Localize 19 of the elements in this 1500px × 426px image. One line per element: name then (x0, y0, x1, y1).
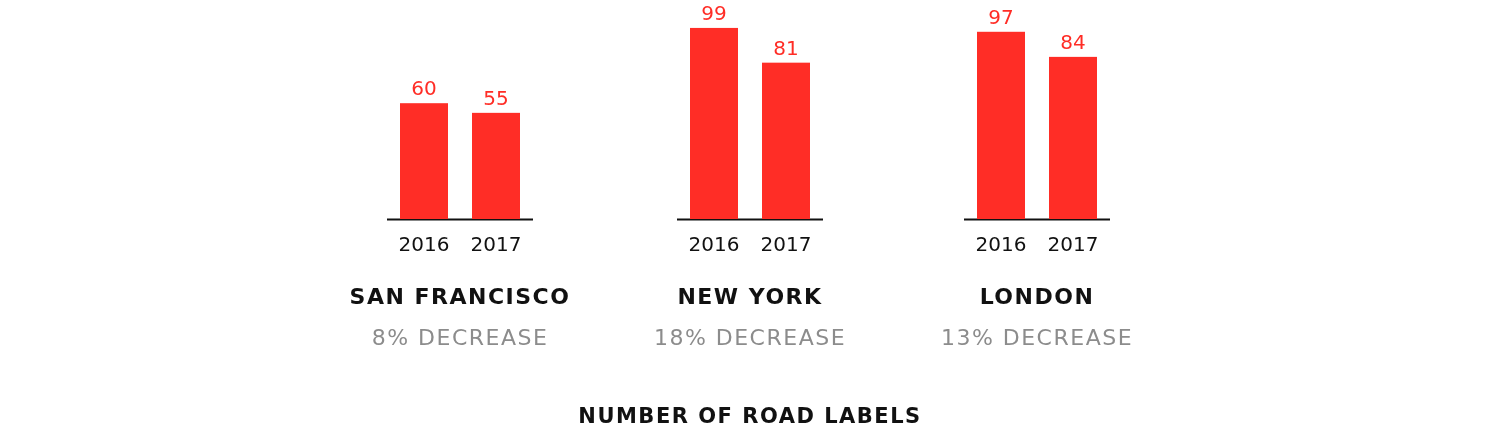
data-label: 81 (773, 35, 799, 60)
x-tick-label: 2017 (1047, 232, 1099, 256)
x-tick-label: 2017 (470, 232, 522, 256)
text: 8% DECREASE (371, 325, 549, 350)
x-axis-title: SAN FRANCISCO (349, 284, 571, 309)
data-label: 99 (701, 0, 727, 25)
text: NUMBER OF ROAD LABELS (578, 404, 922, 426)
text: 13% DECREASE (940, 325, 1134, 350)
data-label: 60 (411, 76, 437, 101)
text: 18% DECREASE (653, 325, 847, 350)
data-label: 84 (1060, 29, 1086, 54)
x-tick-label: 2016 (398, 232, 450, 256)
x-axis-title: LONDON (979, 284, 1095, 309)
data-label: 55 (483, 85, 509, 110)
x-axis-title: NEW YORK (677, 284, 823, 309)
data-label: 97 (988, 4, 1014, 29)
x-tick-label: 2017 (760, 232, 812, 256)
x-tick-label: 2016 (975, 232, 1027, 256)
x-tick-label: 2016 (688, 232, 740, 256)
